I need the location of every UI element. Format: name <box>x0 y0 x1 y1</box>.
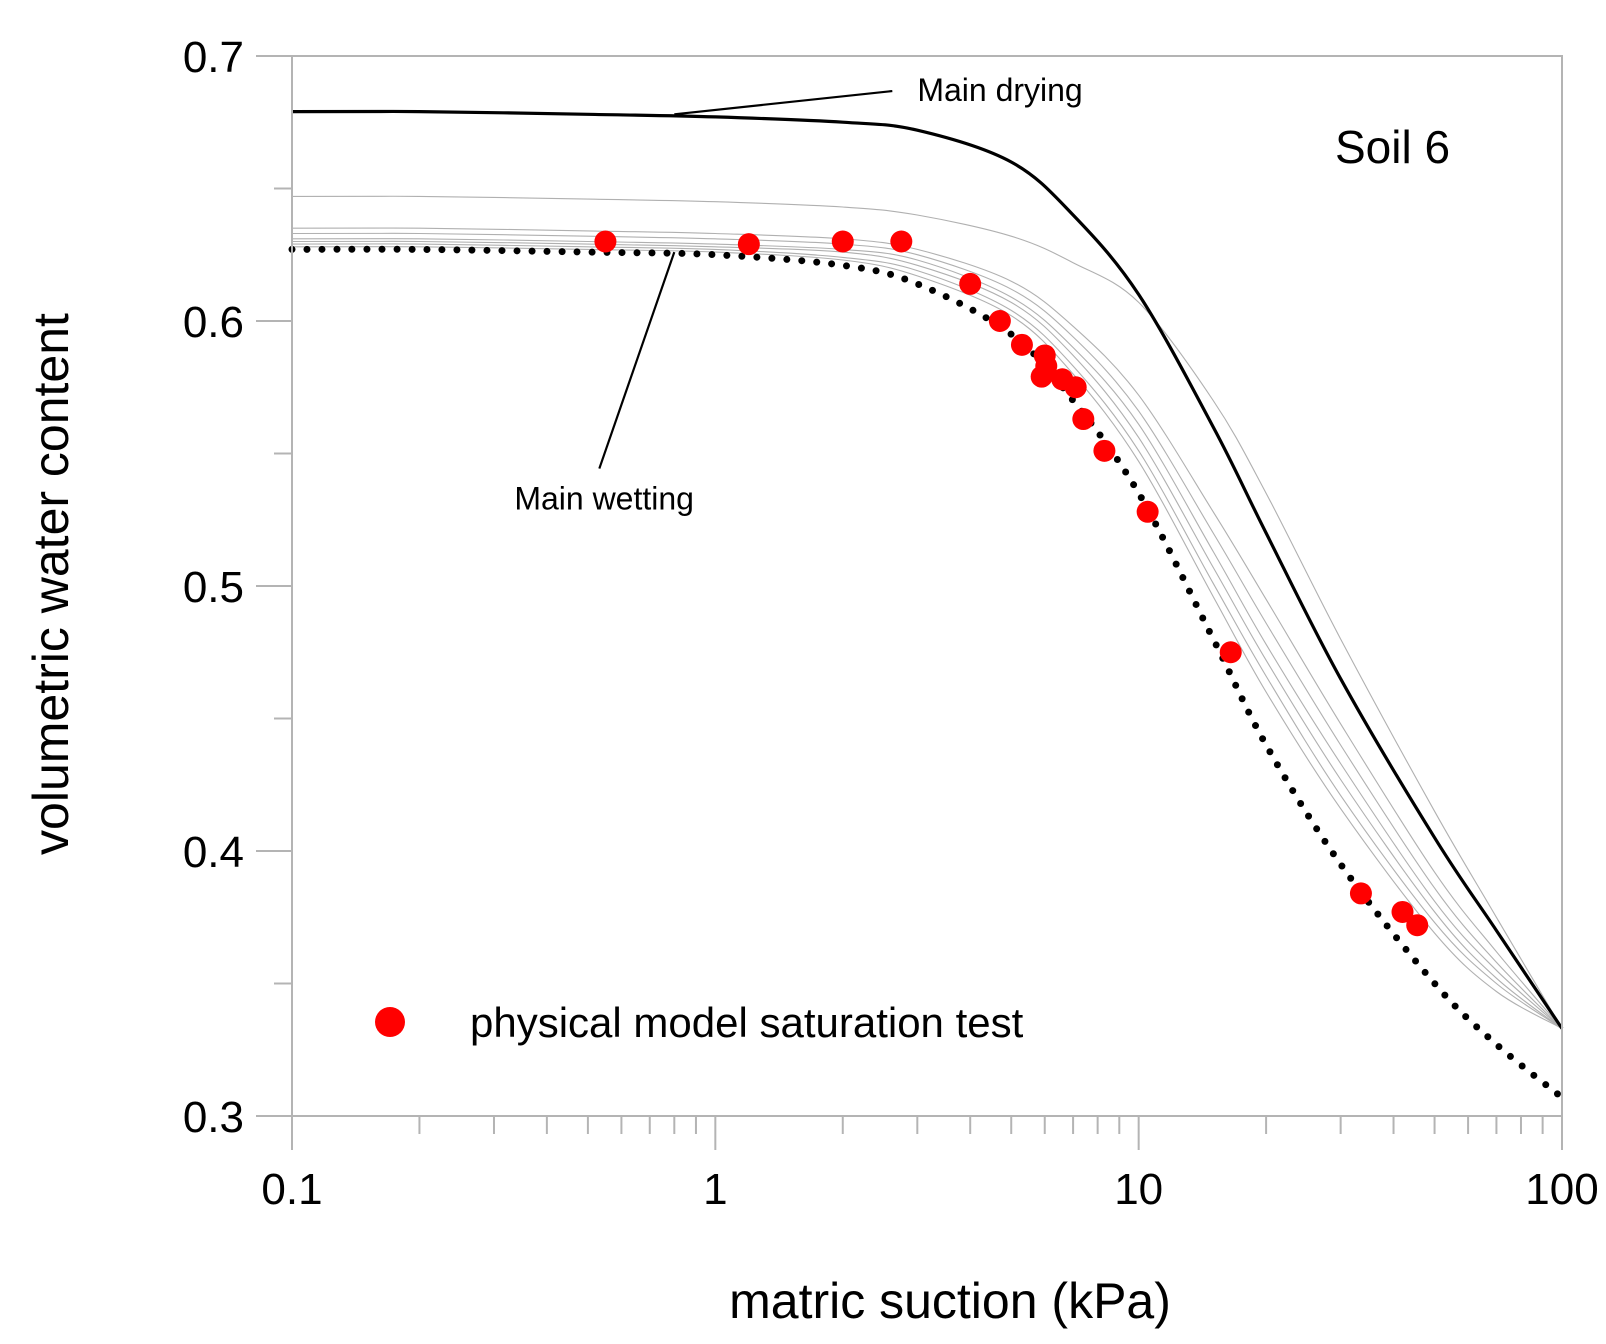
data-point <box>1064 376 1087 399</box>
x-tick-label: 0.1 <box>261 1165 322 1214</box>
data-point <box>831 230 854 253</box>
data-point <box>1219 641 1242 664</box>
data-point <box>1093 439 1116 462</box>
annotation-main-wetting-leader <box>598 251 676 469</box>
legend: physical model saturation test <box>375 999 1024 1046</box>
data-point <box>1136 500 1159 523</box>
data-point <box>1072 408 1095 431</box>
curve-main-drying <box>291 109 1564 1030</box>
data-point <box>594 230 617 253</box>
points-layer <box>594 230 1429 937</box>
x-axis-title: matric suction (kPa) <box>729 1273 1171 1329</box>
x-tick-label: 1 <box>703 1165 727 1214</box>
curve-scanning-curve-1 <box>291 195 1563 1029</box>
data-point <box>959 272 982 295</box>
legend-label: physical model saturation test <box>470 999 1024 1046</box>
y-tick-label: 0.3 <box>183 1093 244 1142</box>
data-point <box>1030 365 1053 388</box>
y-tick-label: 0.7 <box>183 33 244 82</box>
y-tick-label: 0.5 <box>183 563 244 612</box>
panel-label: Soil 6 <box>1335 121 1450 173</box>
data-point <box>1349 882 1372 905</box>
legend-marker <box>375 1007 405 1037</box>
data-point <box>1391 900 1414 923</box>
annotations-layer: Main drying Main wetting <box>514 72 1082 517</box>
data-point <box>1010 333 1033 356</box>
x-tick-label: 100 <box>1525 1165 1598 1214</box>
y-axis-title: volumetric water content <box>23 313 79 855</box>
annotation-main-drying: Main drying <box>917 72 1082 108</box>
data-point <box>890 230 913 253</box>
axes-layer: 0.3 0.4 0.5 0.6 0.7 0.1 1 10 100 <box>183 33 1599 1214</box>
annotation-main-wetting: Main wetting <box>514 481 694 517</box>
curve-main-wetting <box>288 245 1566 1101</box>
annotation-main-drying-leader <box>674 89 893 116</box>
y-tick-label: 0.6 <box>183 298 244 347</box>
data-point <box>988 310 1011 332</box>
x-tick-label: 10 <box>1114 1165 1163 1214</box>
data-point <box>737 233 760 256</box>
y-tick-label: 0.4 <box>183 828 244 877</box>
data-point <box>1406 914 1429 937</box>
